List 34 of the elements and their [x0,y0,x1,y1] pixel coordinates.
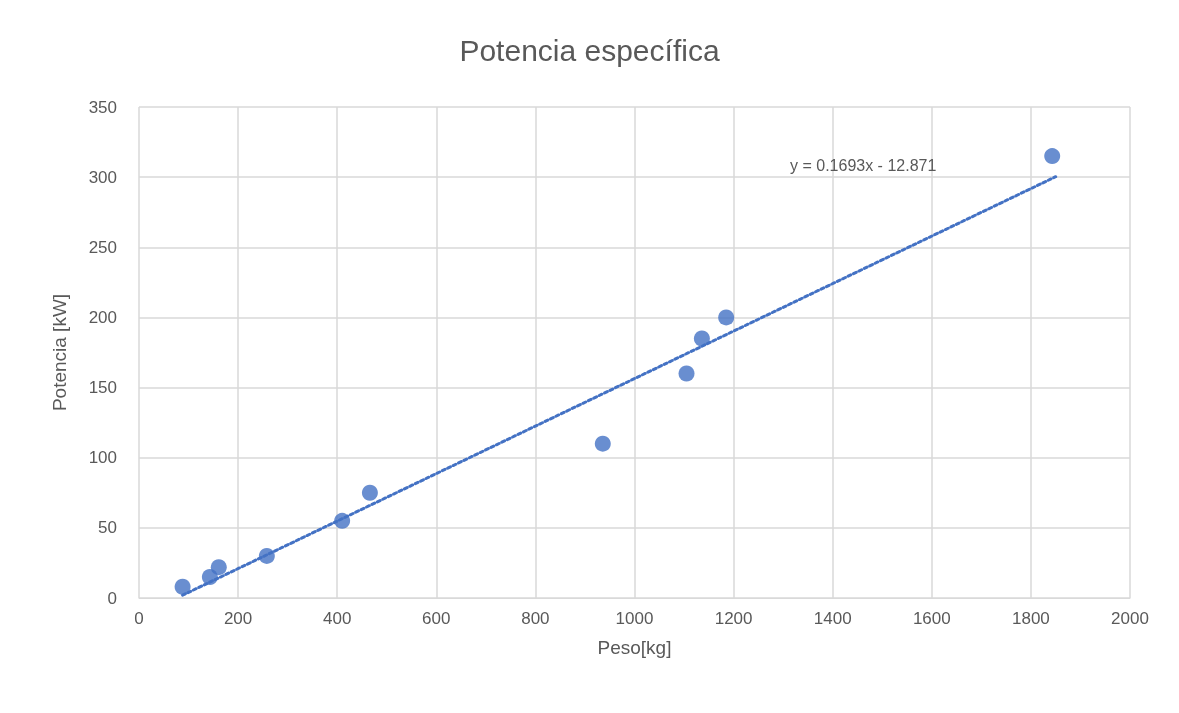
annotation: y = 0.1693x - 12.871 [790,156,937,174]
point [718,309,735,326]
y-tick-label: 300 [88,167,117,187]
x-axis-title: Peso[kg] [597,637,672,658]
chart-title: Potencia específica [459,33,720,67]
point [693,330,710,347]
point [258,547,275,564]
x-tick-label: 200 [223,609,253,628]
x-tick-label: 1200 [714,609,753,628]
point [361,484,378,501]
x-tick-label: 0 [134,609,144,628]
x-tick-label: 1400 [813,609,852,628]
x-tick-label: 1800 [1011,609,1050,628]
point [201,568,218,585]
x-tick-label: 800 [521,609,550,628]
y-tick-label: 100 [88,448,117,468]
x-tick-label: 1000 [615,609,654,628]
y-tick-label: 50 [98,518,117,538]
point [594,435,611,452]
y-axis-title: Potencia [kW] [49,293,70,412]
y-tick-label: 250 [88,237,117,257]
y-tick-label: 0 [107,588,117,608]
point [678,365,695,382]
y-tick-label: 200 [88,307,117,327]
y-tick-label: 350 [88,97,117,117]
point [174,578,191,595]
x-tick-label: 1600 [912,609,951,628]
x-tick-label: 600 [422,609,451,628]
x-tick-label: 2000 [1111,609,1149,628]
point [334,512,351,529]
point [1044,148,1061,165]
y-tick-label: 150 [88,378,117,398]
point [210,559,227,576]
x-tick-label: 400 [323,609,352,628]
